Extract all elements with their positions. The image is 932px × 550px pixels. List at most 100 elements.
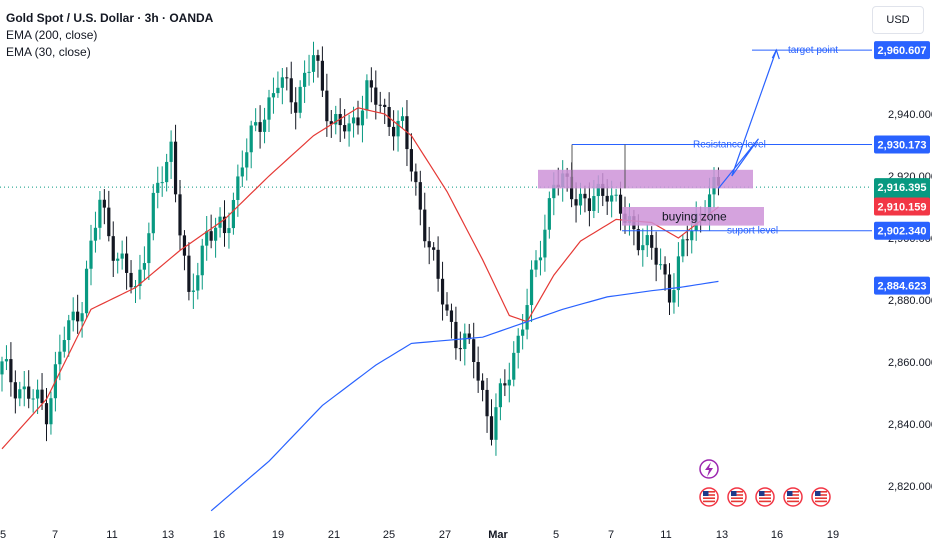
price-tag-bg xyxy=(874,197,930,216)
flag-stripe xyxy=(759,500,771,503)
flag-stripe xyxy=(703,494,715,496)
candle-body xyxy=(343,125,347,132)
projection-arrowhead xyxy=(771,48,780,60)
candle-body xyxy=(538,257,543,261)
candle-body xyxy=(298,86,302,113)
candle-body xyxy=(27,386,31,399)
candle-body xyxy=(191,290,195,292)
y-tick-label: 2,940.000 xyxy=(888,109,932,121)
candle-body xyxy=(592,196,596,211)
price-tag-label: 2,902.340 xyxy=(878,226,927,238)
candle-body xyxy=(476,361,480,381)
price-tag[interactable]: 2,960.607 xyxy=(874,41,930,60)
chart-legend: Gold Spot / U.S. Dollar · 3h · OANDA EMA… xyxy=(6,10,213,61)
us-flag-icon[interactable] xyxy=(699,487,719,507)
flag-stripe xyxy=(731,497,743,499)
price-tag-bg xyxy=(874,41,930,60)
candle-body xyxy=(102,199,106,208)
candle-body xyxy=(307,71,311,73)
price-tag[interactable]: 2,930.173 xyxy=(874,135,930,154)
candle-body xyxy=(311,55,316,72)
y-tick-label: 2,860.000 xyxy=(888,357,932,369)
candle-body xyxy=(636,229,640,251)
x-tick-label: 21 xyxy=(328,529,340,541)
candle-body xyxy=(289,78,293,103)
us-flag-icon[interactable] xyxy=(727,487,747,507)
flag-ring xyxy=(699,487,719,507)
candle-body xyxy=(347,123,351,132)
price-tag[interactable]: 2,910.159 xyxy=(874,197,930,216)
flag-stripe xyxy=(759,494,771,496)
us-flag-icon[interactable] xyxy=(811,487,831,507)
currency-button[interactable]: USD xyxy=(872,6,924,34)
us-flag-icon[interactable] xyxy=(783,487,803,507)
price-tag[interactable]: 2,902.340 xyxy=(874,221,930,240)
candle-body xyxy=(418,182,422,210)
x-tick-label: Mar xyxy=(488,529,508,541)
candle-body xyxy=(231,199,235,229)
candle-body xyxy=(276,87,280,94)
candle-body xyxy=(587,198,591,211)
lightning-icon-bolt xyxy=(705,462,713,477)
candle-body xyxy=(414,171,418,183)
candle-body xyxy=(583,193,587,199)
candle-body xyxy=(400,116,405,121)
lightning-icon[interactable] xyxy=(699,459,719,479)
candlesticks xyxy=(0,41,721,456)
candle-body xyxy=(685,239,689,241)
candle-body xyxy=(427,241,431,248)
candle-body xyxy=(13,382,17,399)
candle-body xyxy=(320,60,324,91)
x-tick-label: 27 xyxy=(439,529,451,541)
candle-body xyxy=(169,141,173,162)
price-tag[interactable]: 2,884.623 xyxy=(874,276,930,295)
projection-path[interactable] xyxy=(717,49,777,189)
drawings[interactable]: buying zone Resistance level suport level t… xyxy=(538,45,872,237)
candle-body xyxy=(0,361,4,375)
candle-body xyxy=(133,286,138,288)
flag-stripe xyxy=(731,494,743,496)
symbol-title[interactable]: Gold Spot / U.S. Dollar · 3h · OANDA xyxy=(6,11,214,25)
candle-body xyxy=(529,269,534,306)
ema30-polyline xyxy=(1,107,719,450)
candle-body xyxy=(267,97,271,120)
candle-body xyxy=(245,152,249,168)
flag-canton xyxy=(759,491,765,496)
candle-body xyxy=(374,87,378,105)
ema30-legend[interactable]: EMA (30, close) xyxy=(6,45,91,59)
candle-body xyxy=(18,389,22,399)
flag-canton xyxy=(787,491,793,496)
buying-zone[interactable] xyxy=(622,207,764,226)
candle-body xyxy=(432,247,436,250)
candle-body xyxy=(160,182,164,184)
candle-body xyxy=(262,119,267,132)
candle-body xyxy=(458,348,462,350)
candle-body xyxy=(222,216,227,234)
candle-body xyxy=(543,229,547,258)
candle-body xyxy=(534,260,538,270)
candle-body xyxy=(147,233,151,264)
candle-body xyxy=(547,198,551,230)
time-axis[interactable]: 5 7 11 13 16 19 21 25 27 Mar 5 7 11 13 16 19 xyxy=(0,529,839,541)
price-axis[interactable]: 2,820.000 2,840.000 2,860.000 2,880.000 2,90… xyxy=(874,41,932,493)
ema200-legend[interactable]: EMA (200, close) xyxy=(6,28,98,42)
flag-stripe xyxy=(787,494,799,496)
flag-canton xyxy=(731,491,737,496)
resistance-zone[interactable] xyxy=(538,169,753,189)
candle-body xyxy=(351,117,356,124)
candle-body xyxy=(93,227,98,241)
candle-body xyxy=(67,320,71,341)
candle-body xyxy=(601,183,605,196)
candle-body xyxy=(178,194,182,236)
ema200-polyline xyxy=(210,280,719,512)
candle-body xyxy=(249,125,253,153)
candle-body xyxy=(409,149,413,172)
flag-ring xyxy=(811,487,831,507)
candle-body xyxy=(280,77,284,88)
us-flag-icon[interactable] xyxy=(755,487,775,507)
candle-body xyxy=(356,117,360,126)
events-row[interactable] xyxy=(699,459,831,507)
candle-body xyxy=(507,379,511,386)
candle-body xyxy=(681,239,685,257)
